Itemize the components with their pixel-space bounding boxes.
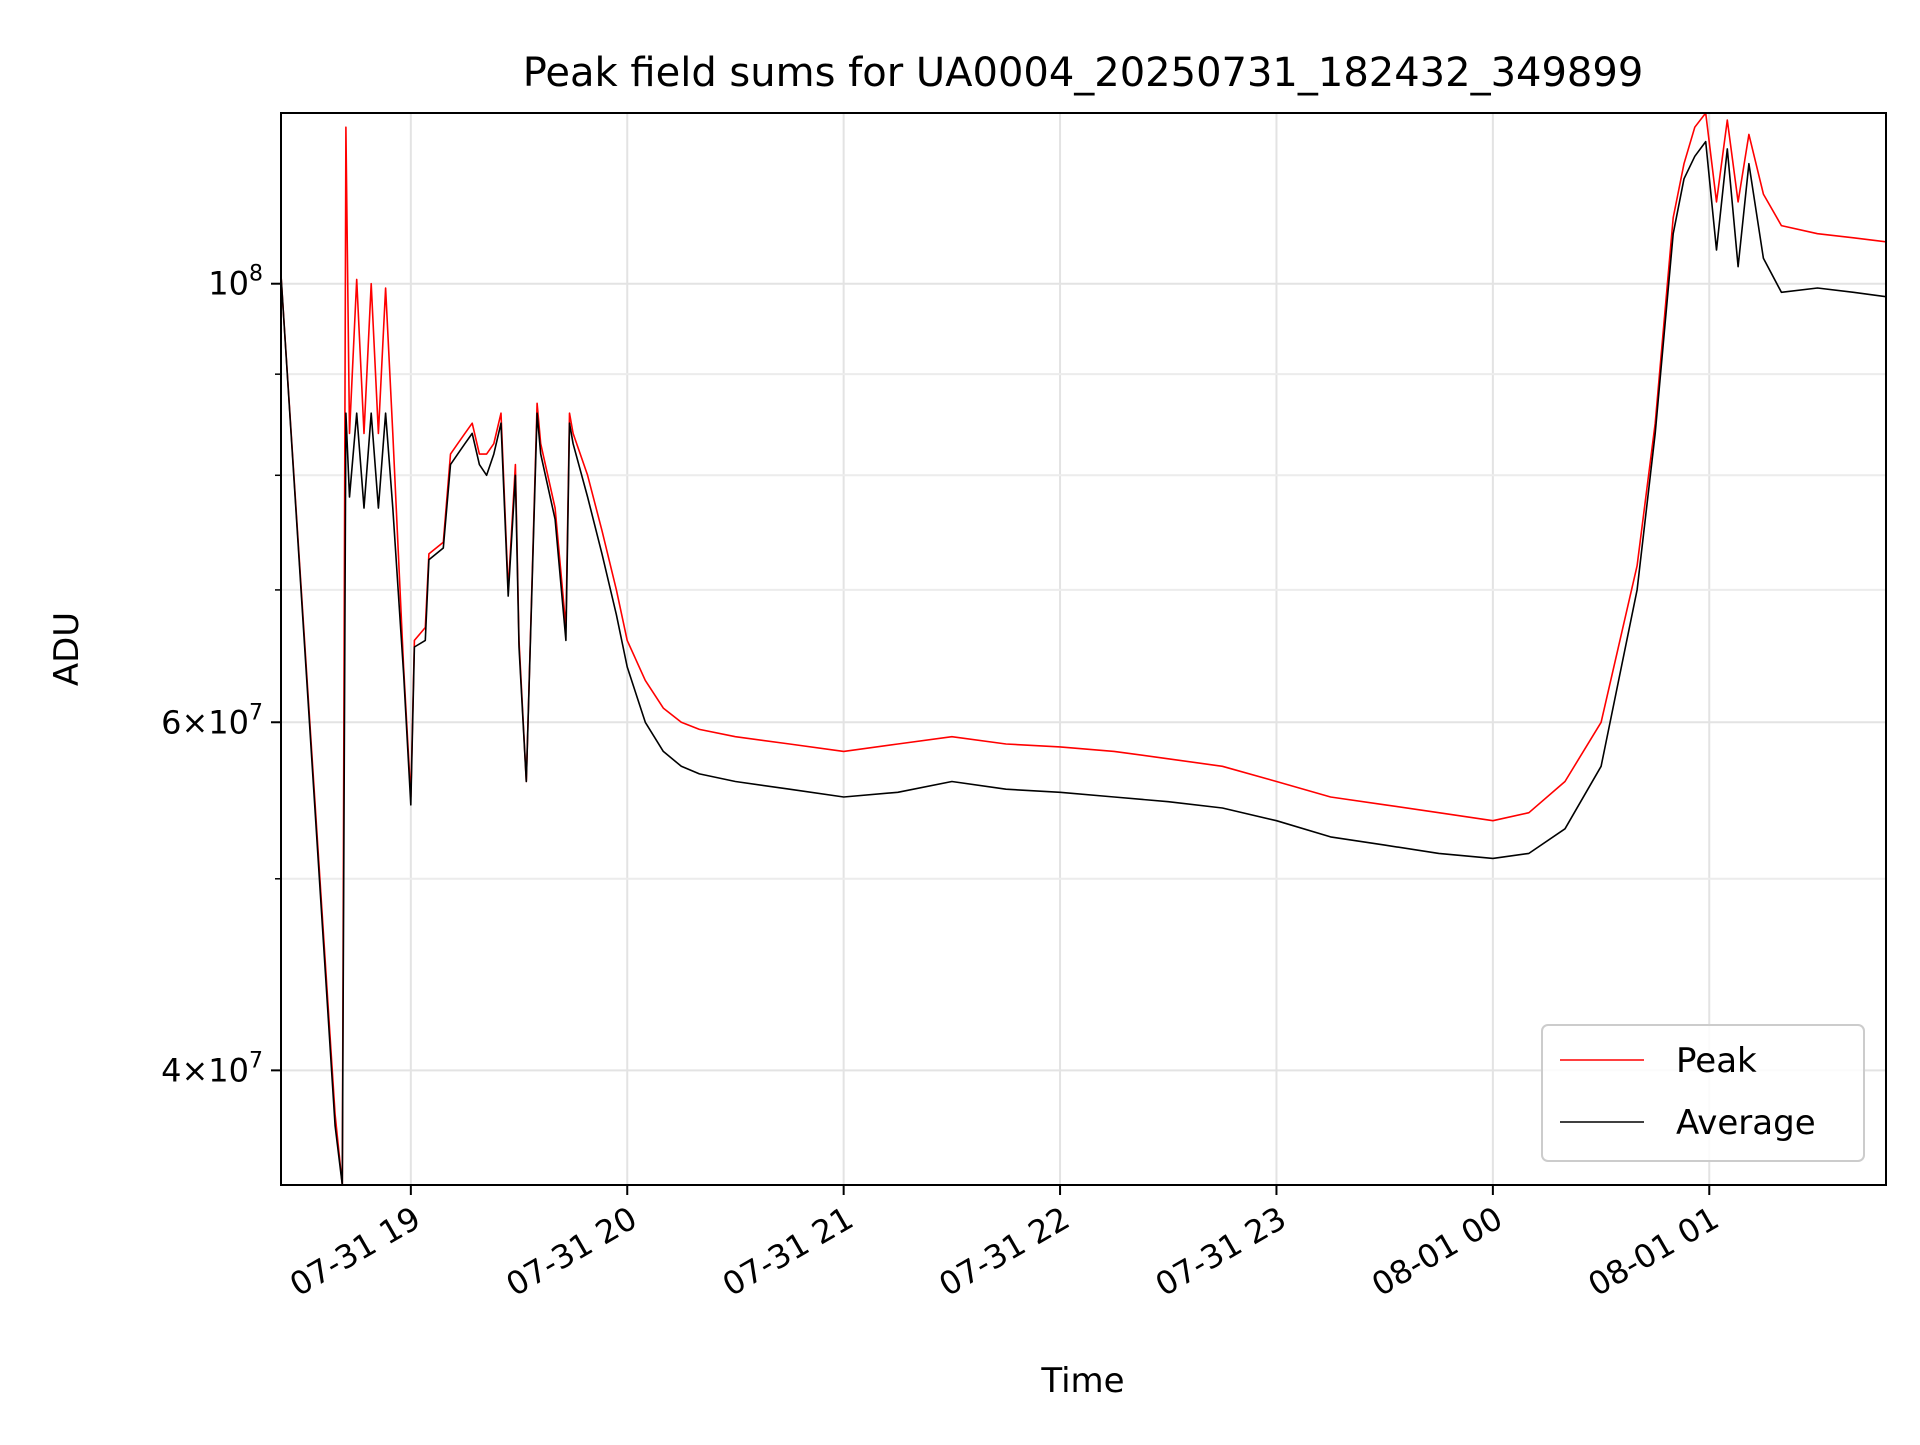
- legend-box: [1541, 1024, 1865, 1162]
- y-tick-label-base: 4×10: [161, 1051, 249, 1089]
- y-axis-label: ADU: [47, 612, 87, 686]
- legend-label-average: Average: [1676, 1103, 1816, 1143]
- chart-title: Peak field sums for UA0004_20250731_1824…: [523, 50, 1644, 96]
- y-tick-label: 6×107: [161, 700, 263, 741]
- grid: [281, 113, 1886, 1185]
- series-line-average: [281, 140, 1886, 1185]
- y-tick-label-base: 6×10: [161, 703, 249, 741]
- y-tick-label-exponent: 7: [249, 700, 263, 725]
- y-tick-label-base: 10: [208, 265, 249, 303]
- y-tick-label-exponent: 7: [249, 1048, 263, 1073]
- x-axis-label: Time: [1040, 1361, 1124, 1401]
- series-layer: [281, 113, 1886, 1185]
- y-tick-label: 108: [208, 262, 263, 303]
- plot-frame: [280, 112, 1887, 1186]
- y-tick-label: 4×107: [161, 1048, 263, 1089]
- y-tick-label-exponent: 8: [249, 262, 263, 287]
- legend: Peak Average: [1541, 1024, 1865, 1162]
- legend-label-peak: Peak: [1676, 1041, 1757, 1081]
